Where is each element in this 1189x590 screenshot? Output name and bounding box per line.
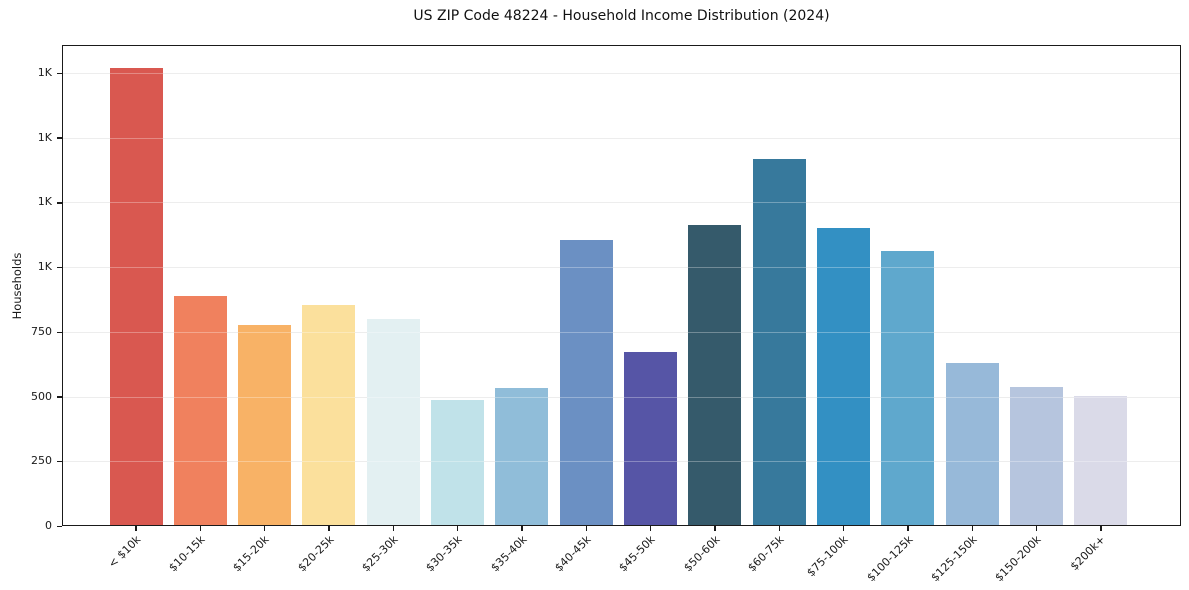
x-tick-label: $150-200k — [992, 533, 1044, 585]
x-tick-label: $35-40k — [487, 533, 530, 575]
bar — [1074, 395, 1128, 527]
x-tick-mark — [1035, 526, 1038, 531]
y-axis-label: Households — [10, 252, 24, 320]
x-tick-label: < $10k — [105, 533, 144, 571]
x-tick-label: $200k+ — [1068, 533, 1109, 574]
x-tick-mark — [521, 526, 523, 531]
y-tick-label: 1K — [37, 130, 52, 144]
gridline — [63, 72, 1180, 74]
y-tick-mark — [57, 72, 62, 75]
gridline — [63, 137, 1180, 139]
gridline — [63, 461, 1180, 463]
x-tick-label: $75-100k — [804, 533, 851, 580]
y-tick-mark — [57, 266, 62, 269]
x-tick-mark — [971, 526, 974, 531]
bar — [173, 296, 227, 527]
y-tick-label: 500 — [31, 389, 52, 403]
x-tick-label: $30-35k — [423, 533, 465, 575]
x-tick-label: $25-30k — [359, 533, 401, 575]
bar — [624, 351, 678, 527]
bar — [688, 224, 742, 527]
y-tick-label: 1K — [37, 260, 52, 274]
x-tick-mark — [135, 526, 137, 531]
x-tick-mark — [714, 526, 716, 531]
y-tick-mark — [57, 461, 62, 463]
chart-title: US ZIP Code 48224 - Household Income Dis… — [413, 8, 830, 24]
gridline-overlay — [63, 72, 1180, 74]
x-tick-mark — [842, 526, 845, 531]
bar — [817, 227, 871, 527]
bar — [752, 158, 806, 527]
x-tick-mark — [585, 526, 588, 531]
x-tick-mark — [907, 526, 909, 531]
y-tick-label: 750 — [31, 324, 52, 338]
x-tick-label: $20-25k — [294, 533, 337, 575]
y-tick-mark — [57, 137, 62, 139]
bar — [495, 388, 549, 527]
bar — [238, 324, 292, 527]
y-tick-mark — [57, 525, 62, 528]
x-tick-label: $40-45k — [552, 533, 594, 575]
y-tick-label: 1K — [37, 195, 52, 209]
y-tick-label: 250 — [31, 454, 52, 468]
x-tick-label: $45-50k — [616, 533, 658, 575]
gridline — [63, 202, 1180, 204]
y-tick-mark — [57, 331, 62, 334]
y-tick-label: 0 — [45, 519, 52, 532]
y-tick-label: 1K — [37, 65, 52, 79]
bar — [366, 319, 420, 527]
bar — [1010, 386, 1064, 527]
x-tick-label: $10-15k — [166, 533, 208, 575]
y-tick-mark — [57, 202, 62, 204]
x-tick-mark — [328, 526, 330, 531]
gridline — [63, 396, 1180, 398]
bar — [302, 305, 356, 527]
gridline — [63, 331, 1180, 333]
bar — [881, 250, 935, 527]
bar — [945, 363, 999, 527]
bar — [559, 240, 613, 527]
gridline-overlay — [63, 461, 1180, 463]
x-tick-label: $60-75k — [745, 533, 787, 575]
x-tick-label: $50-60k — [680, 533, 723, 575]
gridline-overlay — [63, 267, 1180, 269]
x-tick-mark — [456, 526, 459, 531]
gridline-overlay — [63, 331, 1180, 333]
x-tick-label: $125-150k — [928, 533, 980, 585]
x-tick-mark — [392, 526, 395, 531]
x-tick-mark — [649, 526, 652, 531]
x-tick-label: $100-125k — [864, 533, 916, 585]
gridline-overlay — [63, 202, 1180, 204]
gridline-overlay — [63, 396, 1180, 398]
gridline-overlay — [63, 137, 1180, 139]
x-tick-mark — [778, 526, 781, 531]
bar — [109, 68, 163, 527]
gridline — [63, 267, 1180, 269]
x-tick-label: $15-20k — [230, 533, 272, 575]
bar — [431, 399, 485, 527]
x-tick-mark — [263, 526, 266, 531]
x-tick-mark — [1100, 526, 1102, 531]
y-tick-mark — [57, 396, 62, 398]
x-tick-mark — [199, 526, 202, 531]
